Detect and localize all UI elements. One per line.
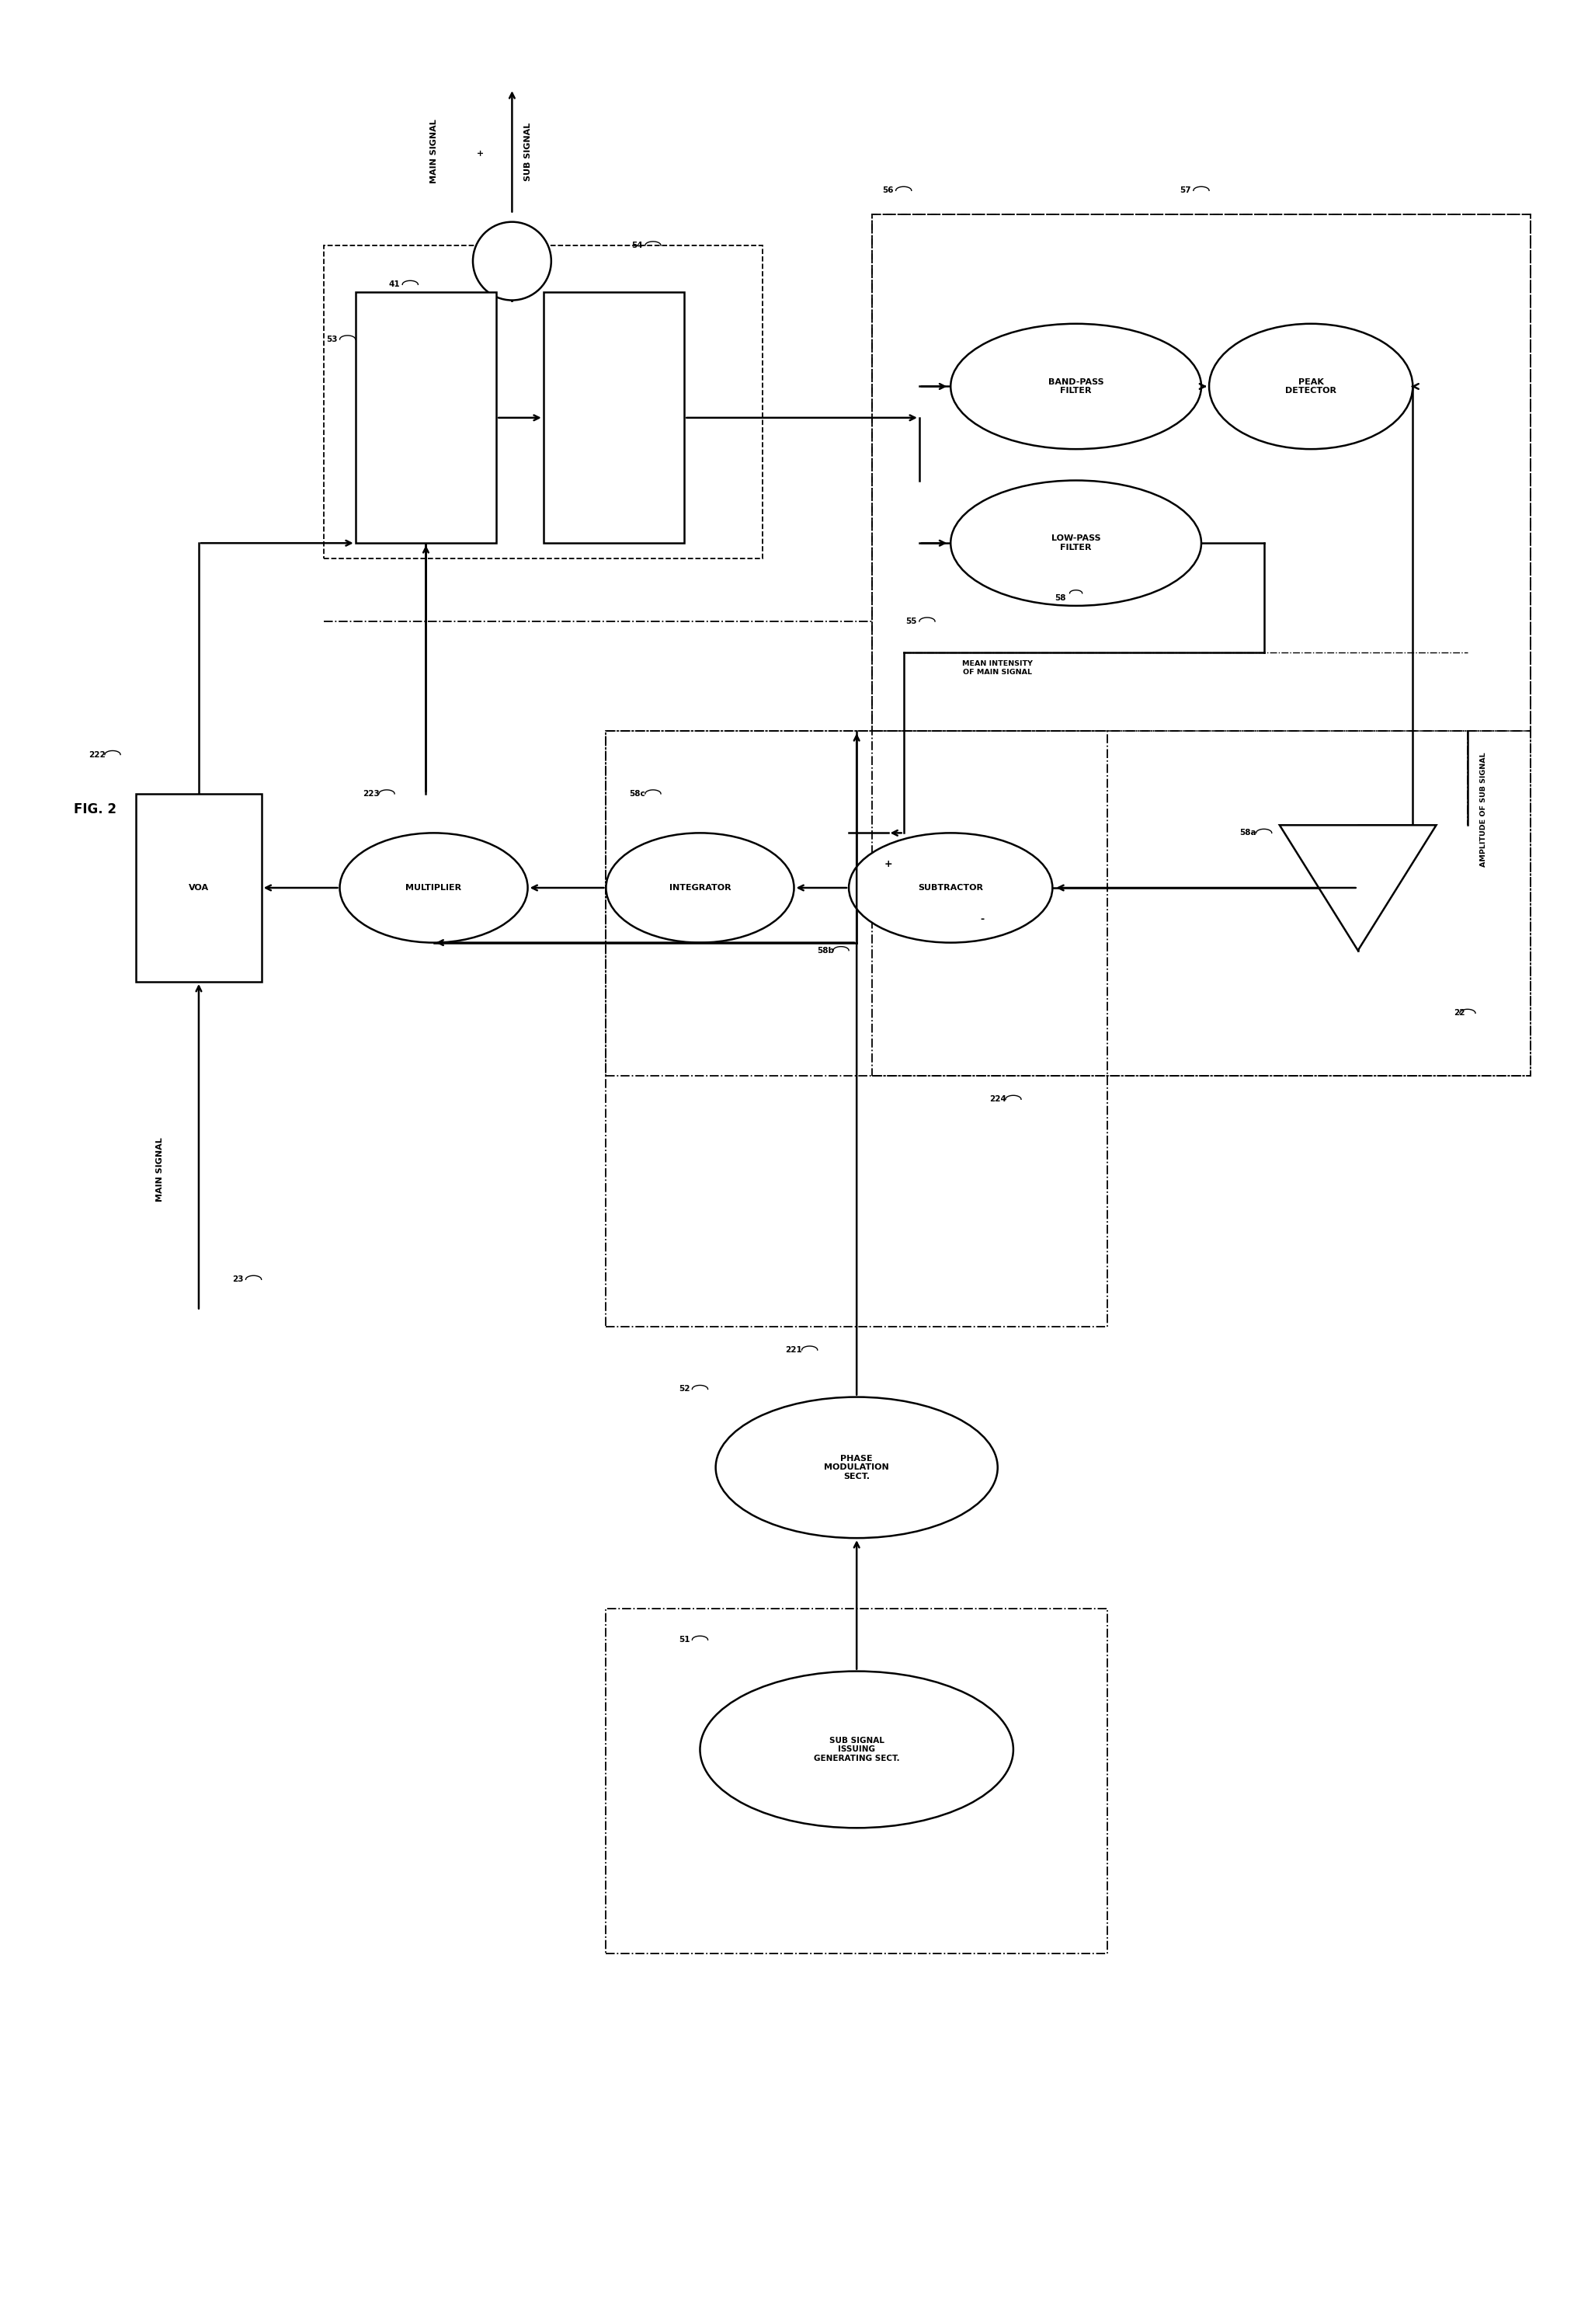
Ellipse shape [951, 481, 1201, 607]
Text: 57: 57 [1180, 186, 1191, 195]
Text: -: - [980, 913, 985, 925]
Text: 56: 56 [883, 186, 894, 195]
Bar [356, 293, 497, 544]
Text: 58a: 58a [1240, 830, 1256, 837]
Ellipse shape [716, 1397, 997, 1538]
Text: 54: 54 [632, 242, 643, 249]
Text: SUB SIGNAL
ISSUING
GENERATING SECT.: SUB SIGNAL ISSUING GENERATING SECT. [813, 1736, 900, 1762]
Bar [607, 1608, 1107, 1952]
Text: 51: 51 [678, 1636, 689, 1643]
Text: 52: 52 [678, 1385, 689, 1392]
Ellipse shape [850, 832, 1053, 944]
Ellipse shape [607, 832, 794, 944]
Ellipse shape [951, 323, 1201, 449]
Text: 223: 223 [362, 790, 380, 797]
Bar [872, 214, 1531, 732]
Text: 58b: 58b [816, 946, 834, 955]
Text: MAIN SIGNAL: MAIN SIGNAL [430, 119, 438, 184]
Text: 53: 53 [326, 335, 338, 344]
Text: PEAK
DETECTOR: PEAK DETECTOR [1285, 379, 1337, 395]
Ellipse shape [700, 1671, 1013, 1829]
Ellipse shape [340, 832, 527, 944]
Text: +: + [476, 149, 484, 156]
Text: AMPLITUDE OF SUB SIGNAL: AMPLITUDE OF SUB SIGNAL [1480, 753, 1486, 867]
Text: VOA: VOA [189, 883, 210, 892]
Text: INTEGRATOR: INTEGRATOR [669, 883, 730, 892]
Text: MAIN SIGNAL: MAIN SIGNAL [156, 1139, 164, 1202]
Bar [543, 293, 684, 544]
Text: SUB SIGNAL: SUB SIGNAL [524, 123, 532, 181]
Text: 58: 58 [1054, 595, 1066, 602]
Text: 23: 23 [232, 1276, 243, 1283]
Bar [607, 732, 1531, 1076]
Text: 224: 224 [989, 1095, 1007, 1104]
Text: MULTIPLIER: MULTIPLIER [405, 883, 462, 892]
Polygon shape [1280, 825, 1436, 951]
Bar [872, 214, 1531, 1076]
Text: 58c: 58c [629, 790, 645, 797]
Text: PHASE
MODULATION
SECT.: PHASE MODULATION SECT. [824, 1455, 889, 1480]
Text: SUBTRACTOR: SUBTRACTOR [918, 883, 983, 892]
Ellipse shape [1208, 323, 1413, 449]
Text: MEAN INTENSITY
OF MAIN SIGNAL: MEAN INTENSITY OF MAIN SIGNAL [962, 660, 1032, 676]
Circle shape [473, 221, 551, 300]
Text: 41: 41 [389, 281, 400, 288]
Bar [607, 732, 1107, 1327]
Text: +: + [885, 860, 892, 869]
Text: 221: 221 [786, 1346, 802, 1355]
Bar [324, 246, 762, 558]
Text: 222: 222 [89, 751, 105, 758]
Text: BAND-PASS
FILTER: BAND-PASS FILTER [1048, 379, 1104, 395]
Text: 22: 22 [1455, 1009, 1466, 1018]
Bar [137, 795, 262, 981]
Text: LOW-PASS
FILTER: LOW-PASS FILTER [1051, 535, 1100, 551]
Text: 55: 55 [905, 618, 918, 625]
Text: FIG. 2: FIG. 2 [73, 802, 116, 816]
